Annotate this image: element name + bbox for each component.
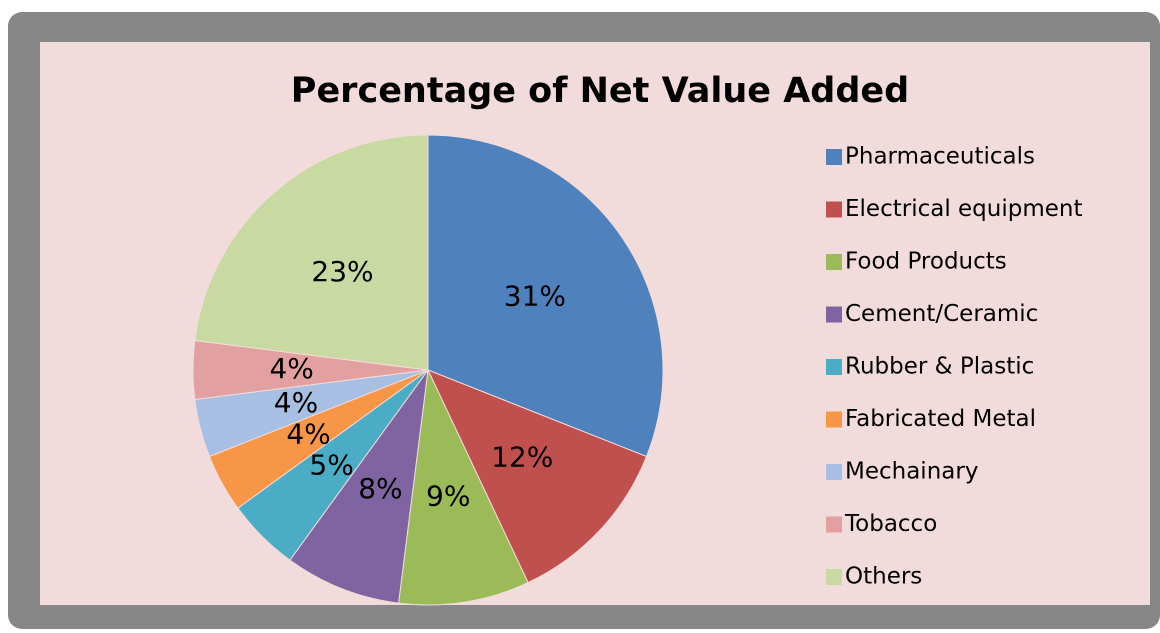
- legend-label: Cement/Ceramic: [845, 301, 1038, 327]
- legend-label: Mechainary: [845, 459, 978, 485]
- legend-label: Others: [845, 564, 922, 590]
- data-label: 5%: [309, 448, 353, 481]
- legend-swatch: [826, 254, 842, 270]
- legend-swatch: [826, 411, 842, 428]
- data-label: 4%: [269, 352, 313, 385]
- data-label: 12%: [491, 440, 553, 473]
- legend-label: Food Products: [845, 249, 1007, 275]
- pie-slice: [289, 369, 429, 604]
- data-label: 31%: [504, 279, 566, 312]
- legend-label: Fabricated Metal: [845, 406, 1036, 432]
- data-label: 4%: [274, 386, 318, 419]
- legend-label: Tobacco: [844, 511, 937, 537]
- legend-label: Rubber & Plastic: [845, 354, 1034, 380]
- legend-swatch: [826, 359, 842, 375]
- legend-swatch: [826, 201, 842, 218]
- pie-slice: [427, 134, 664, 458]
- pie-slice: [194, 134, 429, 371]
- legend-swatch: [826, 464, 842, 480]
- legend-swatch: [826, 306, 842, 323]
- data-label: 8%: [358, 472, 402, 505]
- data-label: 23%: [311, 255, 373, 288]
- legend-swatch: [826, 516, 842, 533]
- pie-slice: [427, 369, 648, 584]
- chart-title: Percentage of Net Value Added: [291, 71, 909, 111]
- legend-swatch: [826, 569, 842, 585]
- legend-label: Pharmaceuticals: [845, 144, 1035, 170]
- legend-swatch: [826, 149, 842, 165]
- data-label: 9%: [426, 480, 470, 513]
- legend-label: Electrical equipment: [845, 196, 1083, 222]
- pie-slice: [397, 368, 529, 606]
